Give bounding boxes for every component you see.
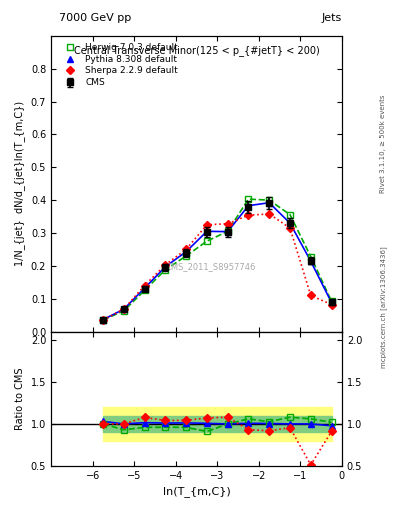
Pythia 8.308 default xyxy=(101,316,105,323)
Y-axis label: Ratio to CMS: Ratio to CMS xyxy=(15,368,25,430)
Pythia 8.308 default xyxy=(225,228,230,234)
Line: Sherpa 2.2.9 default: Sherpa 2.2.9 default xyxy=(100,211,334,323)
Pythia 8.308 default xyxy=(267,200,272,206)
Line: Pythia 8.308 default: Pythia 8.308 default xyxy=(99,199,335,323)
Pythia 8.308 default xyxy=(204,228,209,234)
Text: Jets: Jets xyxy=(321,13,342,23)
Herwig 7.0.3 default xyxy=(329,298,334,304)
Sherpa 2.2.9 default xyxy=(184,246,189,252)
Pythia 8.308 default xyxy=(288,220,292,226)
Text: 7000 GeV pp: 7000 GeV pp xyxy=(59,13,131,23)
Sherpa 2.2.9 default xyxy=(142,283,147,289)
Sherpa 2.2.9 default xyxy=(163,262,168,268)
Herwig 7.0.3 default xyxy=(163,267,168,273)
Pythia 8.308 default xyxy=(121,306,126,312)
Sherpa 2.2.9 default xyxy=(121,306,126,312)
Sherpa 2.2.9 default xyxy=(204,222,209,228)
Text: CMS_2011_S8957746: CMS_2011_S8957746 xyxy=(166,262,256,271)
Herwig 7.0.3 default xyxy=(184,253,189,259)
Pythia 8.308 default xyxy=(309,258,313,264)
X-axis label: ln(T_{m,C}): ln(T_{m,C}) xyxy=(163,486,230,497)
Herwig 7.0.3 default xyxy=(288,211,292,218)
Herwig 7.0.3 default xyxy=(225,228,230,234)
Herwig 7.0.3 default xyxy=(101,317,105,323)
Line: Herwig 7.0.3 default: Herwig 7.0.3 default xyxy=(99,196,335,324)
Pythia 8.308 default xyxy=(329,300,334,306)
Sherpa 2.2.9 default xyxy=(309,292,313,298)
Pythia 8.308 default xyxy=(246,203,251,209)
Pythia 8.308 default xyxy=(184,249,189,255)
Herwig 7.0.3 default xyxy=(309,253,313,260)
Herwig 7.0.3 default xyxy=(121,308,126,314)
Y-axis label: 1/N_{jet}  dN/d_{jet}ln(T_{m,C}): 1/N_{jet} dN/d_{jet}ln(T_{m,C}) xyxy=(15,101,25,266)
Text: mcplots.cern.ch [arXiv:1306.3436]: mcplots.cern.ch [arXiv:1306.3436] xyxy=(380,246,387,368)
Sherpa 2.2.9 default xyxy=(101,317,105,323)
Herwig 7.0.3 default xyxy=(246,196,251,202)
Sherpa 2.2.9 default xyxy=(288,225,292,231)
Herwig 7.0.3 default xyxy=(204,238,209,244)
Sherpa 2.2.9 default xyxy=(267,211,272,217)
Sherpa 2.2.9 default xyxy=(246,212,251,218)
Herwig 7.0.3 default xyxy=(267,197,272,203)
Sherpa 2.2.9 default xyxy=(329,302,334,308)
Text: Central Transverse Minor(125 < p_{#jetT} < 200): Central Transverse Minor(125 < p_{#jetT}… xyxy=(73,45,320,56)
Text: Rivet 3.1.10, ≥ 500k events: Rivet 3.1.10, ≥ 500k events xyxy=(380,94,386,193)
Pythia 8.308 default xyxy=(142,285,147,291)
Sherpa 2.2.9 default xyxy=(225,221,230,227)
Herwig 7.0.3 default xyxy=(142,287,147,293)
Pythia 8.308 default xyxy=(163,264,168,270)
Legend: Herwig 7.0.3 default, Pythia 8.308 default, Sherpa 2.2.9 default, CMS: Herwig 7.0.3 default, Pythia 8.308 defau… xyxy=(55,40,181,90)
